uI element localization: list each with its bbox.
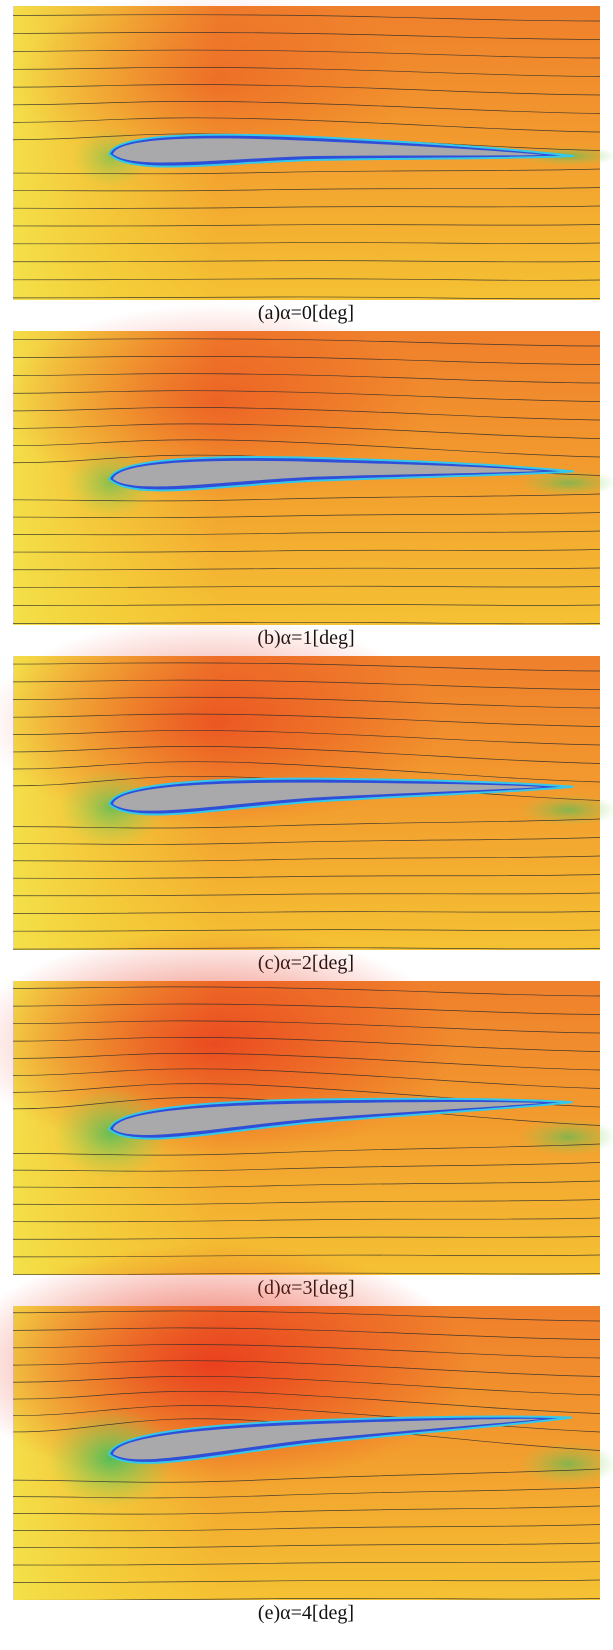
- streamline: [13, 1487, 600, 1499]
- streamline: [13, 242, 600, 245]
- streamline: [13, 745, 600, 764]
- streamline: [13, 761, 600, 783]
- airfoil: [107, 1097, 573, 1140]
- streamline: [13, 929, 600, 932]
- streamline: [13, 1360, 600, 1377]
- streamline: [13, 1390, 600, 1414]
- streamline: [13, 874, 600, 879]
- wake-region: [518, 470, 613, 496]
- streamline: [13, 892, 600, 897]
- streamline: [13, 730, 600, 746]
- streamline: [13, 1162, 600, 1172]
- streamline: [13, 1524, 600, 1532]
- streamline: [13, 1053, 600, 1071]
- streamline: [13, 338, 600, 347]
- streamline: [13, 1003, 600, 1015]
- streamlines: [13, 14, 600, 300]
- streamline: [13, 14, 600, 22]
- streamline: [13, 855, 600, 862]
- streamline: [13, 1375, 600, 1396]
- streamline: [13, 101, 600, 114]
- stagnation-region: [47, 1408, 175, 1508]
- streamline: [13, 1468, 600, 1483]
- streamline: [13, 1561, 600, 1566]
- streamline: [13, 260, 600, 263]
- streamline: [13, 373, 600, 384]
- airfoil-body: [113, 138, 543, 163]
- airfoil: [107, 777, 573, 816]
- flow-panel: [0, 1243, 613, 1600]
- streamline: [13, 439, 600, 458]
- streamline: [13, 512, 600, 519]
- streamline: [13, 1068, 600, 1089]
- streamline: [13, 32, 600, 40]
- streamline: [13, 407, 600, 421]
- streamline: [13, 837, 600, 845]
- streamline: [13, 1020, 600, 1034]
- stagnation-region: [53, 1088, 169, 1178]
- airfoil-body: [113, 460, 543, 487]
- streamline: [13, 530, 600, 536]
- streamline: [13, 224, 600, 227]
- streamline: [13, 205, 600, 209]
- streamline: [13, 49, 600, 59]
- streamline: [13, 567, 600, 571]
- streamline: [13, 187, 600, 192]
- streamline: [13, 168, 600, 175]
- streamline: [13, 493, 600, 502]
- flow-panel: [0, 617, 613, 950]
- airfoil: [107, 1415, 572, 1464]
- streamline: [13, 67, 600, 77]
- streamline: [13, 549, 600, 553]
- streamlines: [13, 662, 600, 950]
- streamline: [13, 911, 600, 914]
- streamline: [13, 713, 600, 727]
- airfoil: [107, 133, 574, 168]
- airfoil: [107, 456, 574, 492]
- flow-panel: [13, 0, 613, 300]
- wake-region: [518, 1118, 613, 1156]
- streamline: [13, 117, 600, 133]
- streamline: [13, 390, 600, 402]
- streamline: [13, 1405, 600, 1433]
- streamline: [13, 662, 600, 672]
- streamline: [13, 585, 600, 588]
- airfoil-body: [113, 782, 543, 811]
- streamline: [13, 278, 600, 281]
- streamline: [13, 1236, 600, 1240]
- flow-panel: [0, 930, 613, 1275]
- airfoil-boundary: [107, 1415, 572, 1464]
- streamline: [13, 423, 600, 439]
- streamline: [13, 1180, 600, 1189]
- wake-region: [518, 1442, 613, 1486]
- flow-panel: [0, 304, 613, 625]
- streamline: [13, 1036, 600, 1052]
- airfoil-body: [113, 1418, 542, 1460]
- streamline: [13, 1344, 600, 1359]
- streamlines: [13, 1310, 600, 1600]
- streamline: [13, 1199, 600, 1205]
- streamline: [13, 296, 600, 300]
- streamline: [13, 679, 600, 690]
- streamline: [13, 1310, 600, 1322]
- streamline: [13, 1217, 600, 1223]
- streamline: [13, 1597, 600, 1600]
- panel-caption: (e)α=4[deg]: [258, 1602, 354, 1624]
- airfoil-body: [113, 1101, 543, 1135]
- streamline: [13, 1505, 600, 1515]
- streamline: [13, 84, 600, 96]
- streamline: [13, 986, 600, 997]
- streamline: [13, 1143, 600, 1156]
- streamline: [13, 1327, 600, 1340]
- streamline: [13, 1542, 600, 1549]
- streamline: [13, 603, 600, 606]
- streamline: [13, 696, 600, 709]
- wake-region: [518, 794, 613, 826]
- streamline: [13, 355, 600, 365]
- streamline: [13, 818, 600, 829]
- streamline: [13, 1579, 600, 1583]
